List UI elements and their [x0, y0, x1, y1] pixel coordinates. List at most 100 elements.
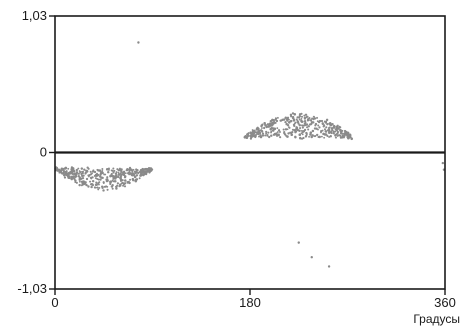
scatter-point	[263, 126, 266, 130]
scatter-point	[61, 167, 65, 171]
scatter-point	[268, 123, 271, 126]
scatter-point	[134, 172, 137, 175]
scatter-point	[77, 167, 80, 170]
scatter-point	[71, 167, 75, 171]
scatter-point	[338, 125, 341, 128]
scatter-point	[124, 172, 127, 175]
scatter-point	[112, 177, 115, 180]
scatter-point	[323, 124, 326, 127]
scatter-point	[266, 134, 269, 137]
scatter-point	[74, 181, 77, 184]
scatter-point	[63, 176, 67, 179]
scatter-point	[85, 177, 89, 181]
scatter-point	[283, 131, 286, 134]
scatter-point	[272, 127, 275, 130]
scatter-point	[277, 129, 281, 132]
scatter-point	[91, 179, 95, 183]
scatter-point	[119, 172, 122, 175]
scatter-point	[147, 167, 151, 170]
scatter-point	[88, 175, 90, 178]
scatter-point	[66, 175, 70, 178]
scatter-point	[137, 171, 140, 174]
scatter-point	[64, 173, 67, 176]
scatter-point	[75, 168, 79, 172]
scatter-point	[80, 184, 83, 187]
scatter-point	[135, 168, 138, 171]
scatter-point	[126, 181, 129, 183]
scatter-point	[80, 177, 83, 180]
scatter-point	[341, 132, 344, 135]
scatter-point	[128, 173, 131, 176]
scatter-point	[304, 135, 308, 138]
scatter-point	[119, 177, 122, 180]
scatter-point	[303, 122, 307, 125]
scatter-point	[289, 113, 293, 117]
scatter-point	[132, 174, 134, 176]
scatter-point	[328, 136, 331, 138]
scatter-point	[124, 179, 127, 182]
scatter-point	[123, 182, 127, 185]
scatter-point	[289, 119, 293, 123]
scatter-point	[291, 131, 294, 134]
scatter-point	[286, 135, 289, 138]
scatter-point	[71, 170, 74, 173]
scatter-point	[86, 166, 89, 169]
scatter-point	[344, 131, 347, 134]
scatter-point	[272, 133, 276, 136]
scatter-points	[54, 41, 446, 268]
scatter-point	[56, 168, 59, 171]
scatter-point	[277, 134, 280, 137]
scatter-point	[256, 126, 259, 129]
scatter-point	[313, 135, 316, 138]
scatter-point	[285, 123, 288, 126]
scatter-point	[307, 128, 310, 131]
scatter-point	[327, 127, 330, 130]
scatter-point	[243, 135, 247, 139]
scatter-point	[347, 133, 350, 136]
scatter-point	[249, 134, 252, 138]
scatter-point	[273, 120, 275, 123]
scatter-point	[261, 132, 265, 135]
scatter-point	[106, 176, 109, 179]
scatter-point	[311, 117, 314, 120]
scatter-point	[311, 134, 314, 137]
scatter-point	[267, 131, 270, 134]
scatter-point	[80, 172, 83, 176]
scatter-point	[150, 168, 154, 171]
scatter-point	[294, 136, 297, 139]
scatter-point	[290, 133, 294, 137]
scatter-point	[265, 132, 268, 135]
scatter-point	[145, 173, 147, 176]
scatter-point	[306, 115, 309, 118]
y-tick-label: 1,03	[22, 8, 47, 23]
scatter-point	[332, 126, 336, 129]
scatter-point	[106, 168, 109, 170]
scatter-point	[317, 121, 321, 124]
scatter-point	[260, 124, 264, 127]
scatter-point	[270, 123, 273, 126]
scatter-point	[330, 126, 334, 130]
scatter-point	[284, 121, 287, 124]
scatter-point	[121, 173, 124, 176]
scatter-point	[75, 171, 79, 174]
scatter-point	[327, 265, 331, 268]
scatter-point	[315, 133, 319, 137]
scatter-point	[298, 133, 302, 136]
scatter-point	[321, 129, 324, 132]
scatter-point	[334, 130, 337, 133]
scatter-point	[309, 131, 313, 134]
scatter-point	[348, 135, 352, 139]
scatter-point	[97, 188, 100, 191]
scatter-point	[129, 178, 132, 181]
scatter-point	[113, 169, 116, 172]
scatter-point	[269, 127, 272, 131]
scatter-point	[64, 167, 67, 170]
scatter-point	[286, 128, 289, 131]
scatter-point	[102, 189, 105, 192]
scatter-point	[347, 136, 350, 139]
scatter-point	[261, 130, 264, 133]
scatter-point	[303, 114, 306, 117]
scatter-point	[77, 174, 80, 178]
scatter-point	[110, 169, 113, 172]
